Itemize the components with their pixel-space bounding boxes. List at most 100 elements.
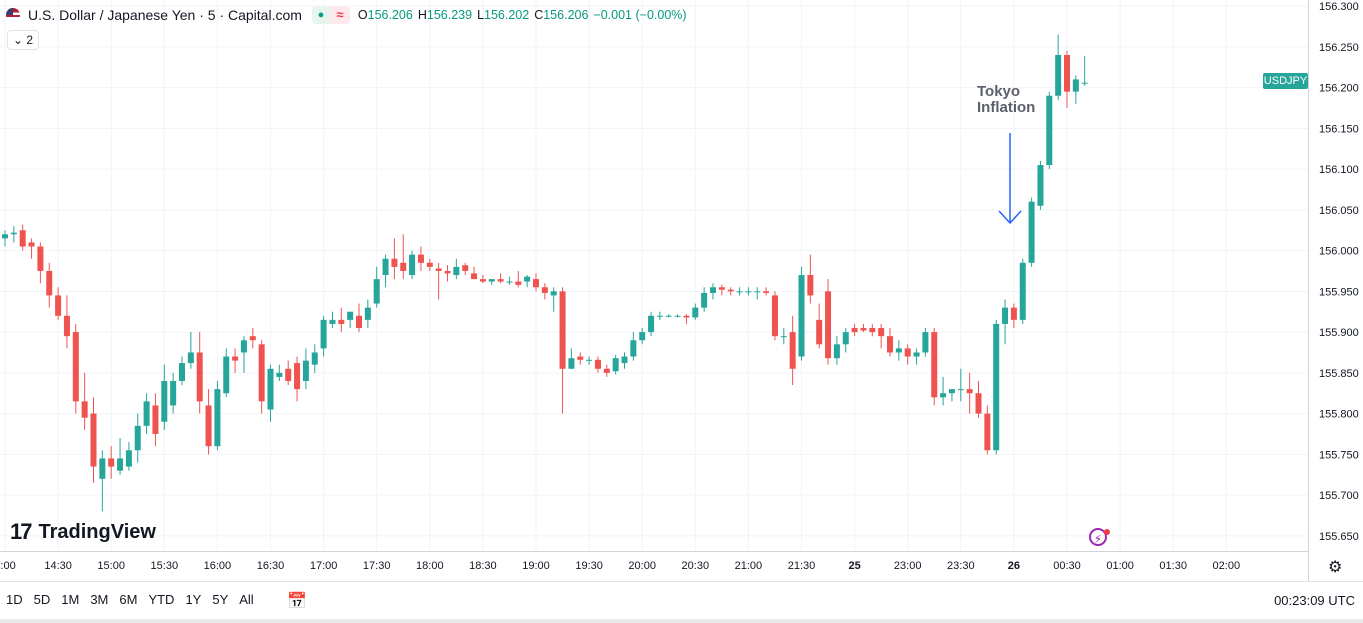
symbol-title[interactable]: U.S. Dollar / Japanese Yen · 5 · Capital…: [28, 7, 302, 23]
candle-body: [524, 276, 531, 282]
candle-body: [99, 458, 106, 479]
time-range-selector: 1D 5D 1M 3M 6M YTD 1Y 5Y All: [6, 592, 265, 607]
candle-body: [63, 315, 70, 337]
range-button-5d[interactable]: 5D: [33, 592, 51, 607]
range-button-1d[interactable]: 1D: [6, 592, 23, 607]
time-tick-label: 00:30: [1053, 560, 1081, 572]
range-button-6m[interactable]: 6M: [119, 592, 138, 607]
candle-body: [249, 336, 256, 341]
range-button-1y[interactable]: 1Y: [185, 592, 202, 607]
price-tick-label: 155.850: [1319, 368, 1359, 380]
candle-body: [878, 328, 885, 337]
price-tick-label: 155.950: [1319, 286, 1359, 298]
tradingview-logo[interactable]: 17 TradingView: [10, 519, 156, 545]
price-tick-label: 156.150: [1319, 123, 1359, 135]
time-tick-label: 23:30: [947, 560, 975, 572]
candle-body: [152, 405, 159, 434]
time-tick-label: 20:00: [628, 560, 656, 572]
range-button-ytd[interactable]: YTD: [148, 592, 175, 607]
candle-body: [471, 273, 478, 280]
candle-body: [435, 268, 442, 271]
settings-gear-icon[interactable]: ⚙: [1328, 559, 1343, 576]
candle-body: [1064, 54, 1070, 92]
bottom-strip: [0, 619, 1363, 623]
price-tick-label: 156.050: [1319, 205, 1359, 217]
ohlc-key: H: [417, 8, 427, 22]
candle-body: [338, 319, 345, 324]
candle-body: [639, 332, 646, 341]
range-button-all[interactable]: All: [239, 592, 254, 607]
price-axis: 156.300 156.250 156.200 156.150 156.100 156.0…: [1319, 1, 1359, 543]
candle-body: [19, 230, 26, 247]
price-chart[interactable]: 156.300 156.250 156.200 156.150 156.100 156.0…: [0, 0, 1363, 581]
time-tick-label: 19:00: [522, 560, 550, 572]
indicators-toggle-button[interactable]: ⌄ 2: [7, 30, 40, 50]
candle-body: [179, 363, 185, 381]
candle-body: [851, 328, 858, 333]
candle-body: [37, 246, 44, 271]
price-tick-label: 156.000: [1319, 246, 1359, 258]
candle-body: [541, 287, 548, 293]
chevron-down-icon: ⌄: [13, 33, 24, 47]
ohlc-value: 156.206: [543, 8, 589, 22]
candle-body: [196, 352, 203, 402]
ohlc-value: 156.206: [367, 8, 413, 22]
us-flag-icon: [6, 8, 20, 22]
tokyo-inflation-annotation[interactable]: Tokyo Inflation: [977, 83, 1036, 116]
buy-dot-icon[interactable]: ●: [311, 6, 330, 24]
candle-body: [771, 295, 778, 337]
candle-body: [2, 234, 8, 239]
buy-sell-badge[interactable]: ● ≈: [311, 6, 350, 24]
candle-body: [347, 311, 354, 320]
price-tick-label: 155.700: [1319, 490, 1359, 502]
candle-body: [479, 279, 486, 282]
candle-body: [240, 340, 247, 353]
candle-body: [957, 389, 964, 391]
candle-body: [789, 332, 796, 369]
candle-body: [745, 291, 752, 293]
candle-body: [993, 323, 1000, 451]
candle-body: [612, 358, 619, 372]
candle-body: [754, 291, 761, 293]
candle-body: [842, 332, 849, 345]
candle-body: [1072, 79, 1079, 92]
candle-body: [656, 315, 663, 317]
candle-body: [125, 450, 132, 467]
utc-clock[interactable]: 00:23:09 UTC: [1274, 593, 1355, 608]
candle-body: [187, 352, 194, 364]
ohlc-value: 156.202: [484, 8, 530, 22]
candle-body: [409, 254, 416, 276]
candle-body: [825, 291, 832, 359]
time-tick-label: 15:30: [151, 560, 179, 572]
sell-button[interactable]: ≈: [329, 6, 350, 24]
time-tick-label: 21:30: [788, 560, 816, 572]
candle-body: [780, 336, 787, 338]
candle-body: [1037, 165, 1044, 206]
candle-body: [81, 401, 88, 418]
range-button-5y[interactable]: 5Y: [212, 592, 229, 607]
lightning-icon[interactable]: ⚡: [1089, 528, 1107, 546]
candle-body: [665, 315, 672, 317]
candle-body: [718, 287, 725, 290]
candle-body: [214, 389, 221, 447]
candle-body: [223, 356, 230, 394]
candle-body: [931, 332, 938, 398]
candle-body: [1046, 95, 1053, 166]
time-tick-label: 16:30: [257, 560, 285, 572]
candle-body: [506, 281, 513, 283]
range-button-3m[interactable]: 3M: [90, 592, 109, 607]
candle-body: [559, 291, 566, 369]
candle-body: [736, 291, 743, 293]
candle-body: [586, 359, 593, 361]
time-tick-label: 17:30: [363, 560, 391, 572]
candle-body: [117, 458, 124, 471]
candle-body: [913, 352, 920, 357]
candle-body: [984, 413, 991, 451]
candle-body: [568, 358, 575, 369]
candle-body: [205, 405, 212, 447]
calendar-goto-icon[interactable]: 📅: [287, 593, 307, 610]
candle-body: [940, 393, 947, 398]
range-button-1m[interactable]: 1M: [61, 592, 80, 607]
chart-legend: U.S. Dollar / Japanese Yen · 5 · Capital…: [6, 6, 692, 24]
bottom-toolbar: 1D 5D 1M 3M 6M YTD 1Y 5Y All 📅 00:23:09 UTC: [0, 581, 1363, 620]
